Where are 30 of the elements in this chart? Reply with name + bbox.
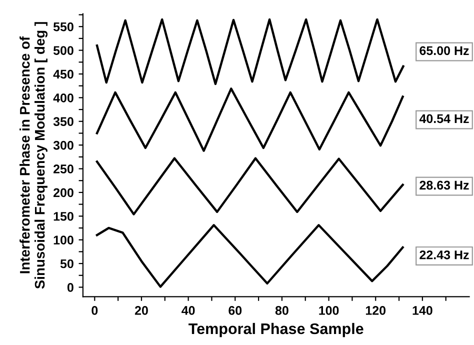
x-tick-label: 140: [412, 306, 432, 315]
series-label: 65.00 Hz: [420, 46, 469, 56]
line-series: [96, 18, 404, 86]
x-tick-label: 120: [366, 306, 386, 315]
series-label: 28.63 Hz: [420, 180, 469, 190]
y-tick-label: 500: [53, 46, 74, 55]
y-tick-label: 350: [53, 117, 74, 126]
series-label: 22.43 Hz: [420, 250, 469, 260]
y-tick-label: 450: [53, 70, 74, 79]
y-tick-label: 250: [54, 164, 74, 174]
x-tick-label: 100: [319, 306, 339, 315]
x-tick-label: 40: [182, 306, 195, 315]
y-tick-label: 400: [53, 93, 74, 102]
y-tick-label: 550: [53, 22, 74, 32]
y-tick-label: 0: [67, 283, 74, 292]
x-tick-label: 60: [228, 306, 242, 315]
y-tick-label: 150: [54, 212, 74, 221]
y-tick-label: 100: [54, 236, 74, 244]
line-series: [96, 157, 404, 216]
series-label: 40.54 Hz: [419, 114, 469, 124]
line-series: [96, 224, 404, 288]
x-tick-label: 20: [134, 306, 148, 315]
x-tick-label: 80: [275, 306, 288, 315]
x-axis-title: Temporal Phase Sample: [188, 322, 364, 338]
y-tick-label: 50: [60, 259, 74, 268]
x-tick-label: 0: [92, 306, 98, 315]
line-series: [96, 88, 404, 152]
y-tick-label: 300: [53, 140, 74, 150]
y-axis-title: Interferometer Phase in Presence of Sinusoidal Frequency Modulation [ deg ]: [20, 22, 48, 289]
y-tick-label: 200: [54, 188, 74, 198]
